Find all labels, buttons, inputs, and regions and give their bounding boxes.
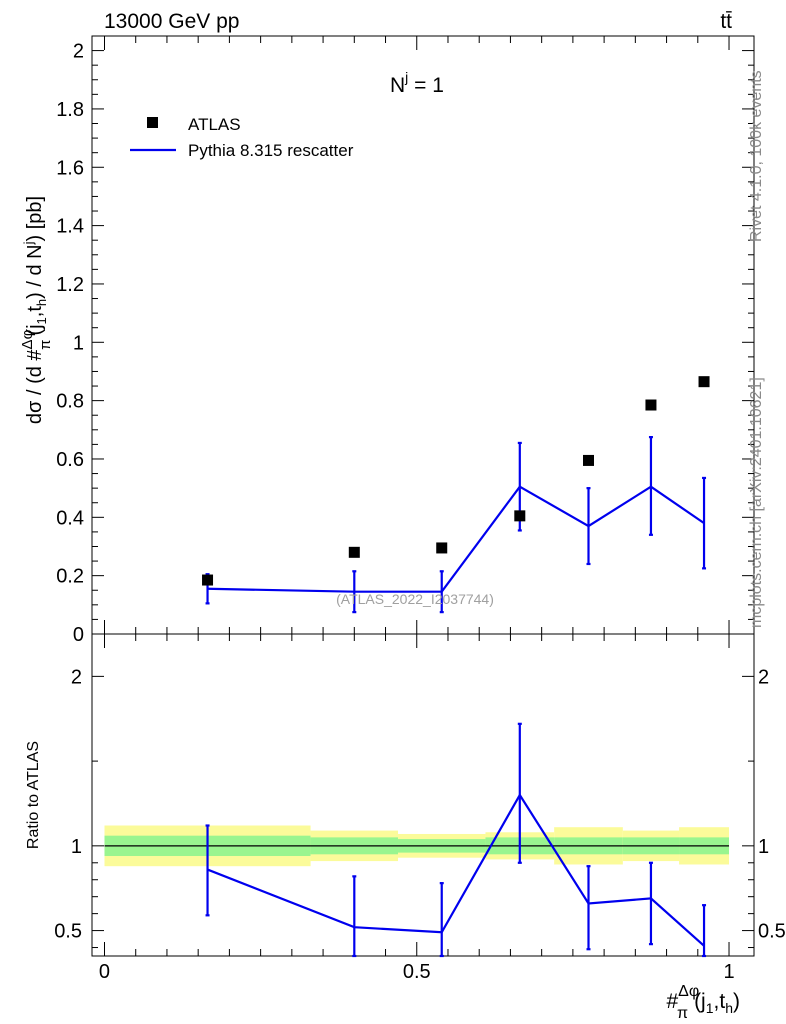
rivet-version-label: Rivet 4.1.0, 100k events	[748, 70, 765, 242]
analysis-watermark: (ATLAS_2022_I2037744)	[336, 591, 494, 607]
mcplots-credit-label: mcplots.cern.ch [arXiv:2401.10621]	[748, 377, 765, 628]
atlas-data-point	[645, 399, 657, 411]
ratio-y-axis-label: Ratio to ATLAS	[25, 741, 42, 849]
main-y-tick-label: 0.4	[56, 507, 84, 529]
main-axis-ticks: 0 0.2 0.4 0.6 0.8 1 1.2 1.4 1.6 1.8 2	[56, 36, 754, 646]
atlas-data-point	[514, 510, 526, 522]
atlas-data-point	[583, 454, 594, 466]
ratio-y-tick-label: 0.5	[54, 921, 82, 943]
energy-label: 13000 GeV pp	[104, 10, 239, 33]
main-y-tick-label: 1.2	[56, 274, 84, 296]
main-y-tick-label: 2	[73, 41, 84, 63]
atlas-data-point	[436, 542, 448, 554]
x-tick-label: 1	[723, 961, 734, 983]
ratio-y-tick-label-right: 0.5	[758, 921, 786, 943]
ratio-y-tick-label: 2	[71, 666, 82, 688]
process-label: tt̄	[720, 10, 732, 33]
main-y-tick-label: 1	[73, 332, 84, 354]
main-y-tick-label: 1.6	[56, 157, 84, 179]
main-y-tick-label: 0.8	[56, 391, 84, 413]
x-axis-label: #Δφ π(j1,th)	[666, 983, 740, 1022]
main-pythia-line	[207, 485, 705, 593]
panel-title: Nj = 1	[390, 69, 444, 97]
main-y-tick-label: 0.2	[56, 566, 84, 588]
main-y-tick-label: 0	[73, 624, 84, 646]
legend-label-pythia: Pythia 8.315 rescatter	[188, 141, 354, 160]
main-y-tick-label: 1.4	[56, 216, 84, 238]
ratio-panel-frame	[91, 633, 755, 957]
x-tick-label: 0.5	[403, 961, 431, 983]
legend-marker-atlas	[147, 117, 158, 128]
main-plot-marks	[202, 376, 710, 614]
main-y-tick-label: 1.8	[56, 99, 84, 121]
atlas-data-point	[348, 546, 360, 558]
ratio-y-tick-label-right: 1	[758, 836, 769, 858]
x-tick-label: 0	[99, 961, 110, 983]
ratio-y-tick-label-right: 2	[758, 666, 769, 688]
ratio-plot-marks	[104, 722, 730, 958]
ratio-y-tick-label: 1	[71, 836, 82, 858]
ratio-pythia-line	[207, 792, 705, 947]
legend-label-atlas: ATLAS	[188, 115, 241, 134]
ratio-axis-ticks: 0 0.5 1 0.5 0.5 1 1 2 2	[54, 634, 786, 983]
atlas-data-point	[202, 574, 214, 586]
main-y-axis-label: dσ / (d #Δφπ(j1,th) / d Nj) [pb]	[19, 196, 54, 424]
atlas-data-point	[698, 376, 710, 388]
main-y-tick-label: 0.6	[56, 449, 84, 471]
